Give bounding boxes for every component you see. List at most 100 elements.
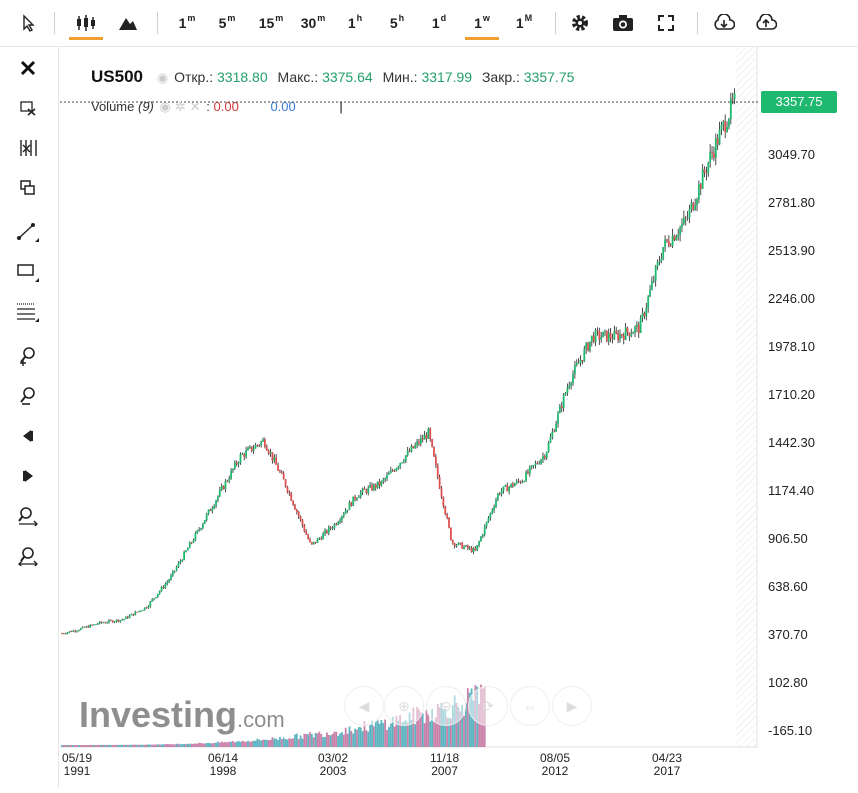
nav-reset-icon[interactable]: ⟳ bbox=[468, 686, 508, 726]
candle-body bbox=[589, 341, 591, 351]
volume-bar bbox=[198, 742, 201, 747]
volume-bar bbox=[282, 737, 285, 747]
candle-body bbox=[536, 463, 539, 464]
mountain-icon[interactable] bbox=[114, 6, 142, 40]
volume-bar bbox=[478, 704, 480, 747]
zoom-in-icon[interactable] bbox=[10, 341, 46, 371]
candle-body bbox=[288, 491, 291, 493]
gear-icon[interactable] bbox=[566, 6, 594, 40]
candle-body bbox=[376, 481, 379, 488]
candle-body bbox=[523, 481, 526, 483]
volume-bar bbox=[171, 744, 174, 747]
candle-body bbox=[487, 518, 490, 522]
volume-bar bbox=[109, 744, 112, 747]
candle-body bbox=[547, 442, 550, 453]
nav-fit-icon[interactable]: ⇔ bbox=[510, 686, 550, 726]
scroll-left-icon[interactable] bbox=[10, 421, 46, 451]
candle-body bbox=[245, 450, 248, 457]
interval-30m-button[interactable]: 30 m bbox=[300, 13, 326, 31]
candle-body bbox=[318, 538, 321, 540]
candle-body bbox=[662, 247, 665, 259]
candle-body bbox=[140, 610, 142, 612]
eye-icon[interactable]: ◉ bbox=[156, 70, 169, 85]
candle-body bbox=[626, 327, 629, 333]
candle-body bbox=[446, 514, 449, 518]
close-icon[interactable]: ✕ bbox=[189, 99, 201, 114]
remove-drawings-icon[interactable] bbox=[10, 93, 46, 123]
volume-bar bbox=[91, 744, 93, 747]
price-tick-label: 638.60 bbox=[768, 579, 808, 594]
volume-bar bbox=[140, 744, 142, 747]
candle-body bbox=[598, 331, 601, 340]
nav-scroll-left-icon[interactable]: ◀ bbox=[344, 686, 384, 726]
price-chart[interactable] bbox=[60, 47, 858, 788]
candle-body bbox=[179, 561, 182, 563]
candle-body bbox=[260, 441, 263, 446]
volume-bar bbox=[404, 720, 407, 747]
candle-body bbox=[250, 446, 253, 451]
candle-body bbox=[521, 481, 524, 483]
gear-icon[interactable]: ✲ bbox=[174, 99, 186, 114]
time-tick-date: 08/05 bbox=[540, 751, 571, 765]
volume-bar bbox=[414, 724, 417, 747]
candle-body bbox=[279, 470, 281, 473]
volume-bar bbox=[117, 744, 120, 747]
close-icon[interactable] bbox=[10, 53, 46, 83]
candlestick-icon[interactable] bbox=[66, 6, 106, 40]
candle-body bbox=[564, 393, 567, 395]
candle-body bbox=[252, 448, 255, 451]
cursor-icon[interactable] bbox=[14, 6, 44, 40]
candle-body bbox=[341, 516, 343, 521]
candle-body bbox=[194, 533, 197, 541]
nav-scroll-right-icon[interactable]: ▶ bbox=[552, 686, 592, 726]
candle-body bbox=[527, 471, 529, 474]
scroll-right-icon[interactable] bbox=[10, 461, 46, 491]
fibonacci-icon[interactable] bbox=[10, 297, 46, 327]
rectangle-icon[interactable] bbox=[10, 257, 46, 287]
interval-15m-button[interactable]: 15 m bbox=[258, 13, 284, 31]
candle-body bbox=[359, 492, 362, 497]
chart-area[interactable] bbox=[60, 47, 858, 788]
volume-bar bbox=[463, 715, 465, 747]
nav-zoom-in-icon[interactable]: ⊕ bbox=[384, 686, 424, 726]
eye-icon[interactable]: ◉ bbox=[159, 99, 171, 114]
volume-period: (9) bbox=[138, 99, 154, 114]
volume-bar bbox=[372, 726, 375, 747]
candle-body bbox=[728, 118, 730, 128]
candle-body bbox=[207, 509, 210, 515]
toolbar-separator bbox=[54, 12, 55, 34]
zoom-fit-in-icon[interactable] bbox=[10, 501, 46, 531]
camera-icon[interactable] bbox=[608, 6, 638, 40]
volume-bar bbox=[106, 744, 108, 747]
candle-body bbox=[190, 542, 193, 544]
candle-body bbox=[489, 513, 492, 519]
volume-bar bbox=[329, 735, 332, 747]
volume-bar bbox=[444, 708, 447, 747]
candle-body bbox=[549, 437, 552, 443]
candle-body bbox=[553, 431, 556, 433]
upload-icon[interactable] bbox=[752, 6, 780, 40]
copy-icon[interactable] bbox=[10, 173, 46, 203]
trendline-icon[interactable] bbox=[10, 217, 46, 247]
candle-body bbox=[587, 343, 589, 351]
candle-body bbox=[414, 444, 417, 449]
candle-body bbox=[453, 543, 456, 547]
candle-body bbox=[722, 121, 725, 125]
crosshair-icon[interactable] bbox=[10, 133, 46, 163]
fullscreen-icon[interactable] bbox=[652, 6, 680, 40]
nav-zoom-out-icon[interactable]: ⊖ bbox=[426, 686, 466, 726]
zoom-out-icon[interactable] bbox=[10, 381, 46, 411]
download-icon[interactable] bbox=[710, 6, 738, 40]
volume-bar bbox=[87, 744, 90, 747]
volume-bar bbox=[466, 688, 469, 747]
zoom-fit-out-icon[interactable] bbox=[10, 541, 46, 571]
candle-body bbox=[660, 258, 663, 262]
candle-body bbox=[61, 633, 63, 635]
